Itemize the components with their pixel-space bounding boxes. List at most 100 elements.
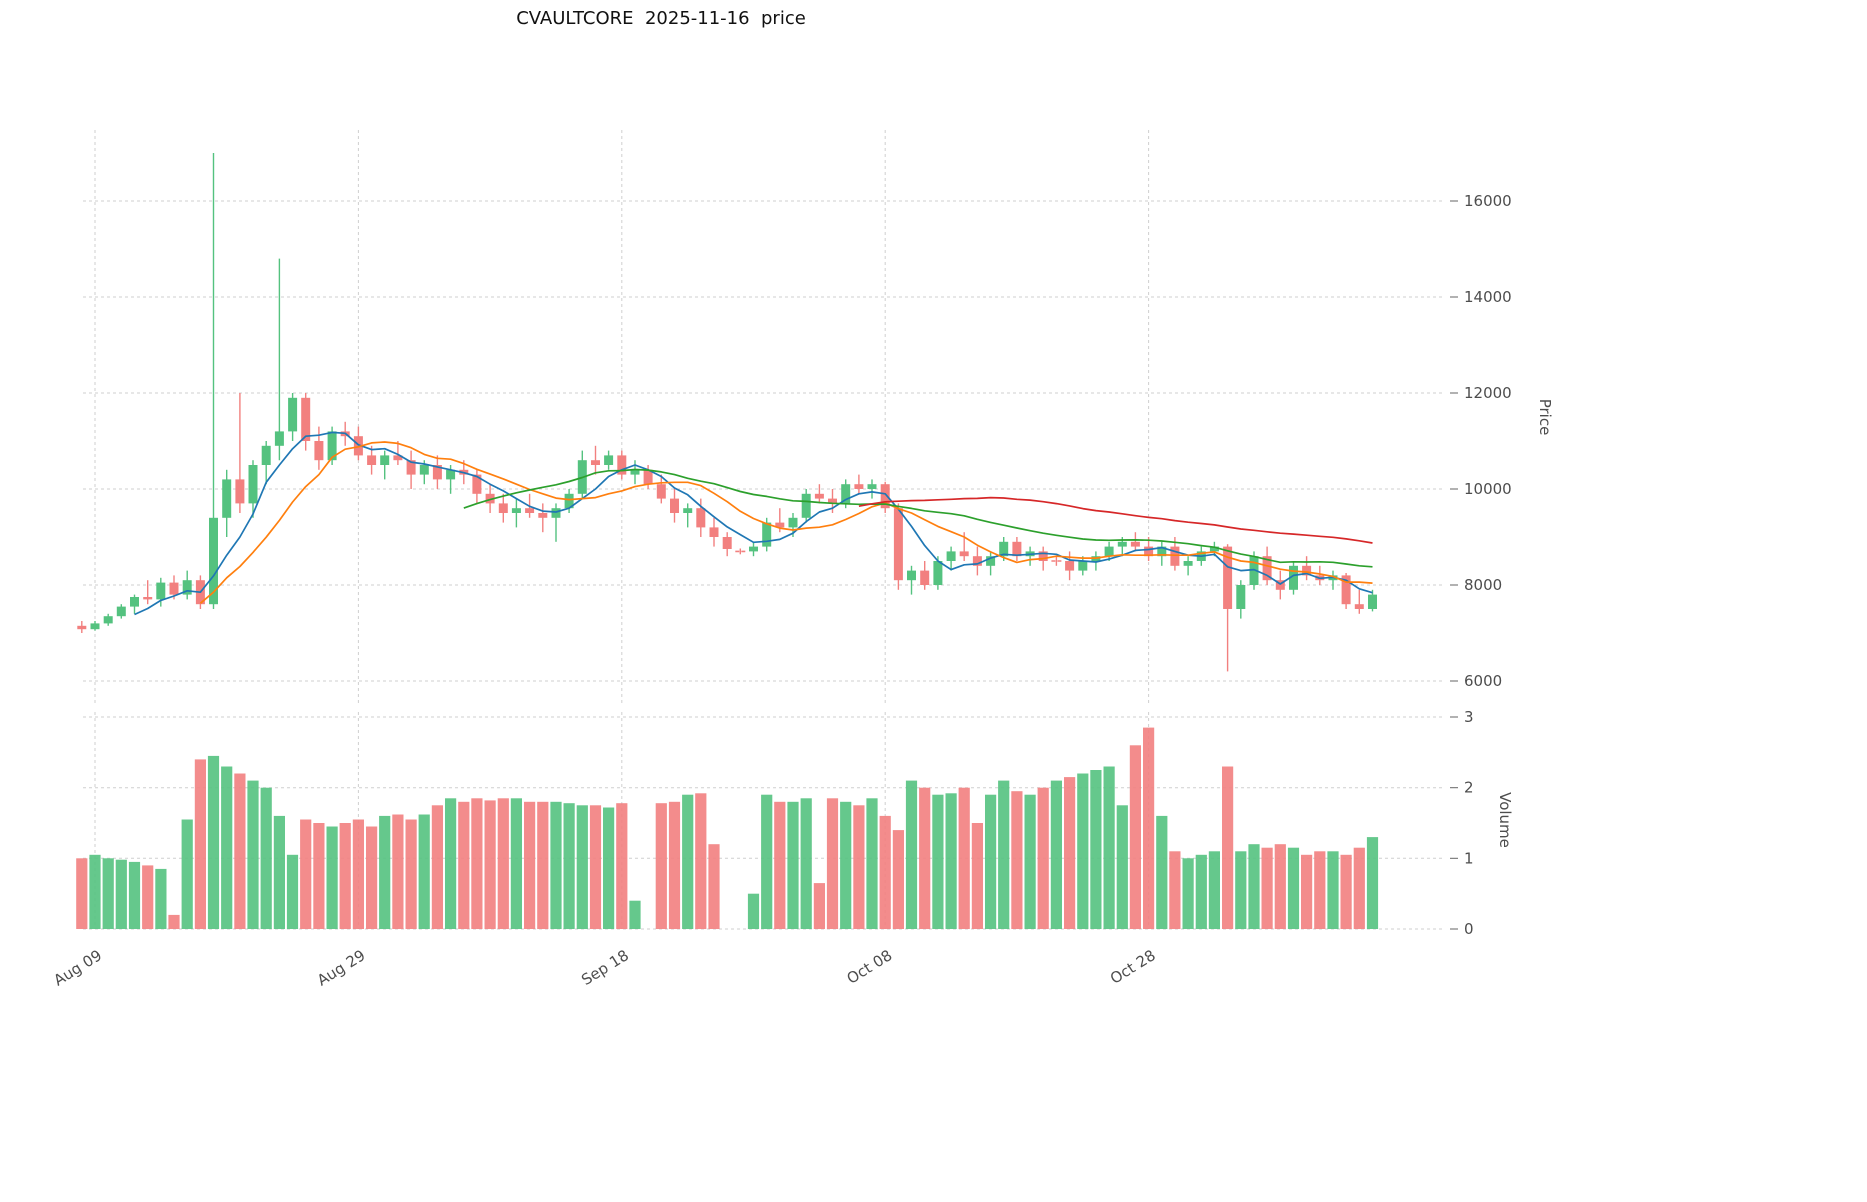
- candle-body: [1130, 541, 1140, 547]
- candle-body: [775, 522, 785, 528]
- candle-body: [986, 556, 996, 566]
- volume-bar: [708, 844, 720, 929]
- volume-bar: [1261, 847, 1273, 929]
- price-tick-label: 6000: [1464, 672, 1502, 690]
- volume-bar: [1024, 794, 1036, 929]
- candle-body: [670, 498, 679, 513]
- volume-tick-label: 2: [1464, 779, 1474, 797]
- candle-body: [288, 397, 298, 432]
- volume-bar: [537, 801, 549, 929]
- volume-bar: [221, 766, 233, 929]
- volume-bar: [168, 914, 180, 929]
- price-tick-label: 14000: [1464, 288, 1512, 306]
- candle-body: [972, 556, 982, 566]
- volume-bar: [142, 865, 154, 929]
- ma-line-ma-longest: [858, 496, 1373, 544]
- volume-bar: [1037, 787, 1049, 929]
- volume-bar: [155, 868, 167, 929]
- candle-body: [920, 570, 930, 585]
- volume-bar: [1274, 844, 1286, 929]
- volume-bar: [853, 805, 865, 929]
- candle-body: [762, 522, 772, 547]
- candle-body: [169, 582, 179, 595]
- volume-bar: [445, 798, 457, 929]
- price-axis-title: Price: [1536, 398, 1554, 436]
- volume-bar: [431, 805, 443, 929]
- candle-body: [617, 455, 627, 475]
- volume-bar: [747, 893, 760, 929]
- candle-body: [591, 460, 600, 465]
- candle-body: [1236, 585, 1246, 609]
- candle-body: [103, 616, 113, 624]
- volume-bar: [352, 819, 364, 929]
- volume-bar: [1011, 791, 1023, 929]
- candle-body: [999, 541, 1009, 557]
- candle-body: [814, 493, 824, 499]
- candle-body: [893, 508, 903, 581]
- volume-bar: [326, 826, 338, 929]
- volume-bar: [1077, 773, 1089, 929]
- candle-body: [959, 551, 969, 557]
- candle-body: [1223, 546, 1233, 609]
- volume-bar: [866, 798, 878, 929]
- candle-body: [1104, 546, 1114, 557]
- volume-bar: [1103, 766, 1115, 929]
- volume-bar: [905, 780, 918, 929]
- volume-bar: [800, 798, 812, 929]
- candle-body: [1354, 604, 1364, 609]
- volume-bar: [76, 858, 88, 929]
- price-tick-label: 16000: [1464, 192, 1512, 210]
- candle-body: [1170, 546, 1180, 566]
- volume-bar: [1327, 851, 1339, 929]
- volume-bar: [1340, 854, 1352, 929]
- volume-bar: [366, 826, 378, 929]
- candle-body: [828, 498, 837, 504]
- volume-bar: [115, 859, 127, 929]
- volume-tick-label: 1: [1464, 849, 1474, 867]
- volume-bar: [194, 759, 206, 929]
- volume-bar: [286, 854, 299, 929]
- volume-bar: [102, 858, 114, 929]
- ma-line-ma-mid: [199, 441, 1373, 604]
- candle-body: [314, 441, 324, 461]
- volume-bar: [1301, 854, 1313, 929]
- candle-body: [749, 546, 758, 552]
- candle-body: [222, 479, 232, 518]
- volume-bar: [1156, 815, 1168, 929]
- candle-body: [1144, 546, 1154, 557]
- candle-body: [880, 484, 890, 509]
- candle-body: [498, 503, 508, 513]
- volume-bar: [879, 815, 891, 929]
- candle-body: [261, 445, 271, 465]
- candle-body: [1117, 541, 1127, 547]
- volume-bar: [550, 801, 562, 929]
- candle-body: [656, 484, 666, 499]
- volume-bar: [510, 798, 522, 929]
- candle-body: [90, 623, 100, 630]
- candle-body: [933, 561, 943, 585]
- x-tick-label: Oct 08: [844, 946, 896, 988]
- candle-body: [564, 493, 574, 509]
- volume-bar: [1314, 851, 1326, 929]
- volume-bar: [89, 854, 101, 929]
- volume-bar: [181, 819, 193, 929]
- candle-body: [1038, 551, 1048, 561]
- candle-body: [867, 484, 877, 489]
- candle-body: [538, 513, 548, 518]
- x-tick-label: Oct 28: [1107, 946, 1159, 988]
- candle-body: [1209, 546, 1219, 552]
- candle-body: [367, 455, 377, 465]
- volume-bar: [458, 801, 470, 929]
- volume-bar: [1248, 844, 1260, 929]
- candle-body: [722, 537, 732, 549]
- candle-body: [156, 582, 166, 600]
- candle-body: [1275, 580, 1285, 590]
- volume-bar: [1222, 766, 1234, 929]
- candle-body: [683, 508, 693, 513]
- candle-body: [485, 493, 495, 504]
- volume-bar: [840, 801, 852, 929]
- volume-bar: [576, 805, 588, 929]
- candle-body: [1341, 575, 1351, 605]
- candle-body: [946, 551, 956, 561]
